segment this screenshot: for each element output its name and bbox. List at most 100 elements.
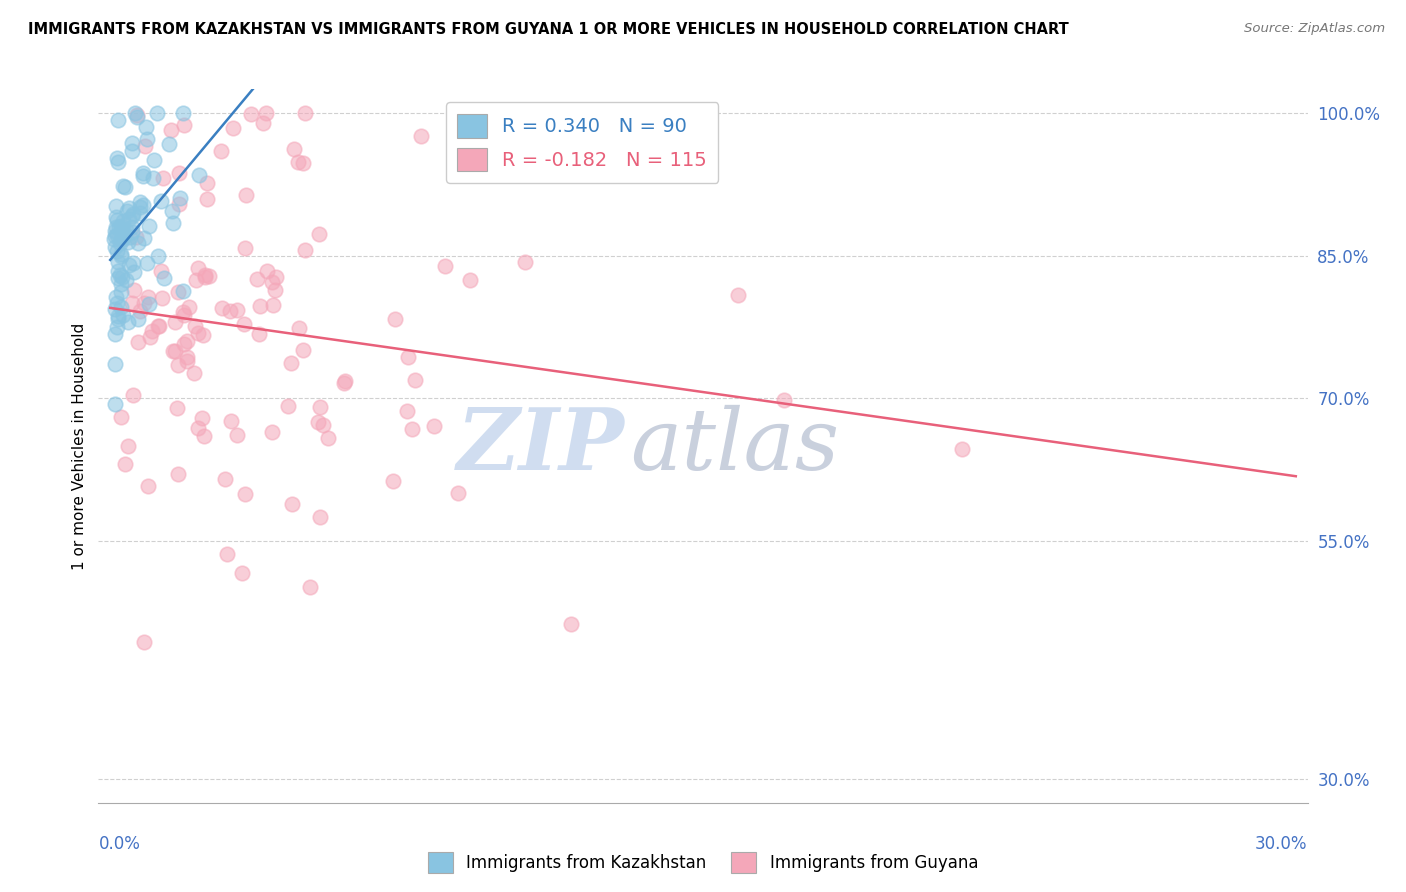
Point [233, 241, 256, 255]
Point [117, 211, 139, 226]
Point [124, 106, 146, 120]
Point [121, 225, 143, 239]
Point [104, 397, 127, 411]
Point [104, 289, 127, 303]
Point [135, 120, 157, 134]
Point [409, 129, 432, 144]
Point [307, 415, 329, 429]
Point [105, 295, 128, 310]
Point [157, 137, 180, 152]
Point [187, 326, 209, 340]
Point [138, 330, 160, 344]
Point [136, 132, 159, 146]
Point [283, 142, 305, 156]
Point [110, 409, 132, 424]
Point [134, 635, 156, 649]
Point [226, 302, 249, 317]
Point [191, 327, 214, 342]
Point [173, 118, 195, 132]
Legend: R = 0.340   N = 90, R = -0.182   N = 115: R = 0.340 N = 90, R = -0.182 N = 115 [446, 103, 718, 183]
Point [188, 168, 211, 182]
Point [138, 296, 160, 310]
Point [187, 421, 209, 435]
Point [107, 271, 129, 285]
Point [107, 312, 129, 326]
Point [114, 222, 136, 236]
Point [162, 204, 184, 219]
Point [281, 497, 304, 511]
Point [176, 353, 198, 368]
Point [333, 374, 356, 388]
Point [111, 222, 134, 236]
Point [150, 264, 173, 278]
Point [118, 230, 141, 244]
Point [249, 299, 271, 313]
Point [294, 106, 316, 120]
Point [148, 318, 170, 333]
Point [184, 318, 207, 333]
Point [172, 304, 194, 318]
Point [240, 107, 263, 121]
Point [222, 120, 245, 135]
Point [110, 249, 132, 263]
Point [172, 106, 194, 120]
Point [121, 220, 143, 235]
Point [104, 302, 127, 317]
Point [153, 270, 176, 285]
Y-axis label: 1 or more Vehicles in Household: 1 or more Vehicles in Household [72, 322, 87, 570]
Text: atlas: atlas [630, 405, 839, 487]
Point [111, 308, 134, 322]
Point [396, 350, 419, 364]
Point [172, 284, 194, 298]
Point [197, 268, 219, 283]
Point [132, 165, 155, 179]
Point [150, 291, 173, 305]
Point [107, 255, 129, 269]
Point [195, 176, 218, 190]
Point [513, 255, 536, 269]
Point [252, 116, 274, 130]
Point [193, 429, 215, 443]
Point [291, 343, 314, 357]
Point [134, 139, 156, 153]
Point [141, 324, 163, 338]
Point [277, 399, 299, 413]
Point [110, 268, 132, 282]
Point [132, 198, 155, 212]
Point [138, 219, 160, 233]
Legend: Immigrants from Kazakhstan, Immigrants from Guyana: Immigrants from Kazakhstan, Immigrants f… [422, 846, 984, 880]
Point [294, 244, 316, 258]
Point [247, 326, 270, 341]
Point [217, 547, 239, 561]
Point [117, 315, 139, 329]
Text: ZIP: ZIP [457, 404, 624, 488]
Point [401, 422, 423, 436]
Point [121, 209, 143, 223]
Point [104, 326, 127, 341]
Point [194, 268, 217, 282]
Point [167, 285, 190, 300]
Point [291, 156, 314, 170]
Point [114, 180, 136, 194]
Point [127, 108, 149, 122]
Point [423, 419, 446, 434]
Point [318, 432, 340, 446]
Point [104, 224, 127, 238]
Text: Source: ZipAtlas.com: Source: ZipAtlas.com [1244, 22, 1385, 36]
Point [169, 191, 191, 205]
Point [128, 206, 150, 220]
Point [115, 203, 138, 218]
Point [447, 486, 470, 500]
Point [103, 232, 125, 246]
Point [165, 315, 187, 329]
Point [381, 474, 404, 488]
Point [458, 273, 481, 287]
Point [110, 232, 132, 246]
Point [219, 303, 242, 318]
Point [219, 415, 242, 429]
Point [148, 318, 170, 333]
Point [107, 113, 129, 128]
Point [107, 155, 129, 169]
Point [110, 277, 132, 291]
Point [235, 188, 257, 202]
